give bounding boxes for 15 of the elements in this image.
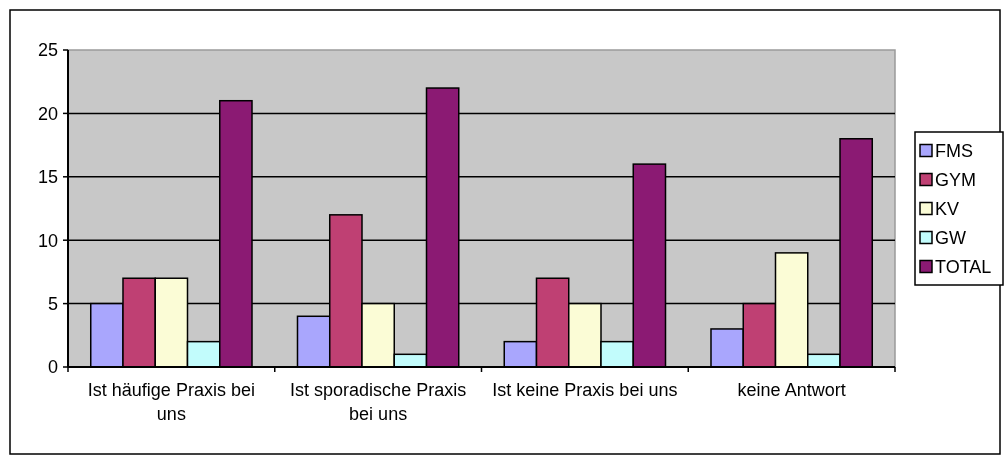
x-tick-label: Ist keine Praxis bei uns (492, 380, 678, 400)
y-tick-label: 10 (37, 230, 58, 251)
x-tick-label: Ist sporadische Praxis bei uns (290, 380, 467, 424)
legend-label: TOTAL (935, 256, 992, 277)
legend-label: GYM (935, 169, 977, 190)
y-tick-label: 25 (37, 40, 58, 61)
legend-label: GW (935, 227, 966, 248)
x-tick-label: Ist häufige Praxis bei uns (87, 380, 255, 424)
y-tick-label: 20 (37, 103, 58, 124)
y-tick-label: 5 (47, 293, 58, 314)
y-tick-label: 0 (47, 357, 58, 378)
x-tick-label: keine Antwort (737, 380, 846, 400)
y-tick-label: 15 (37, 167, 58, 188)
legend-label: KV (935, 198, 960, 219)
legend-label: FMS (935, 140, 973, 161)
